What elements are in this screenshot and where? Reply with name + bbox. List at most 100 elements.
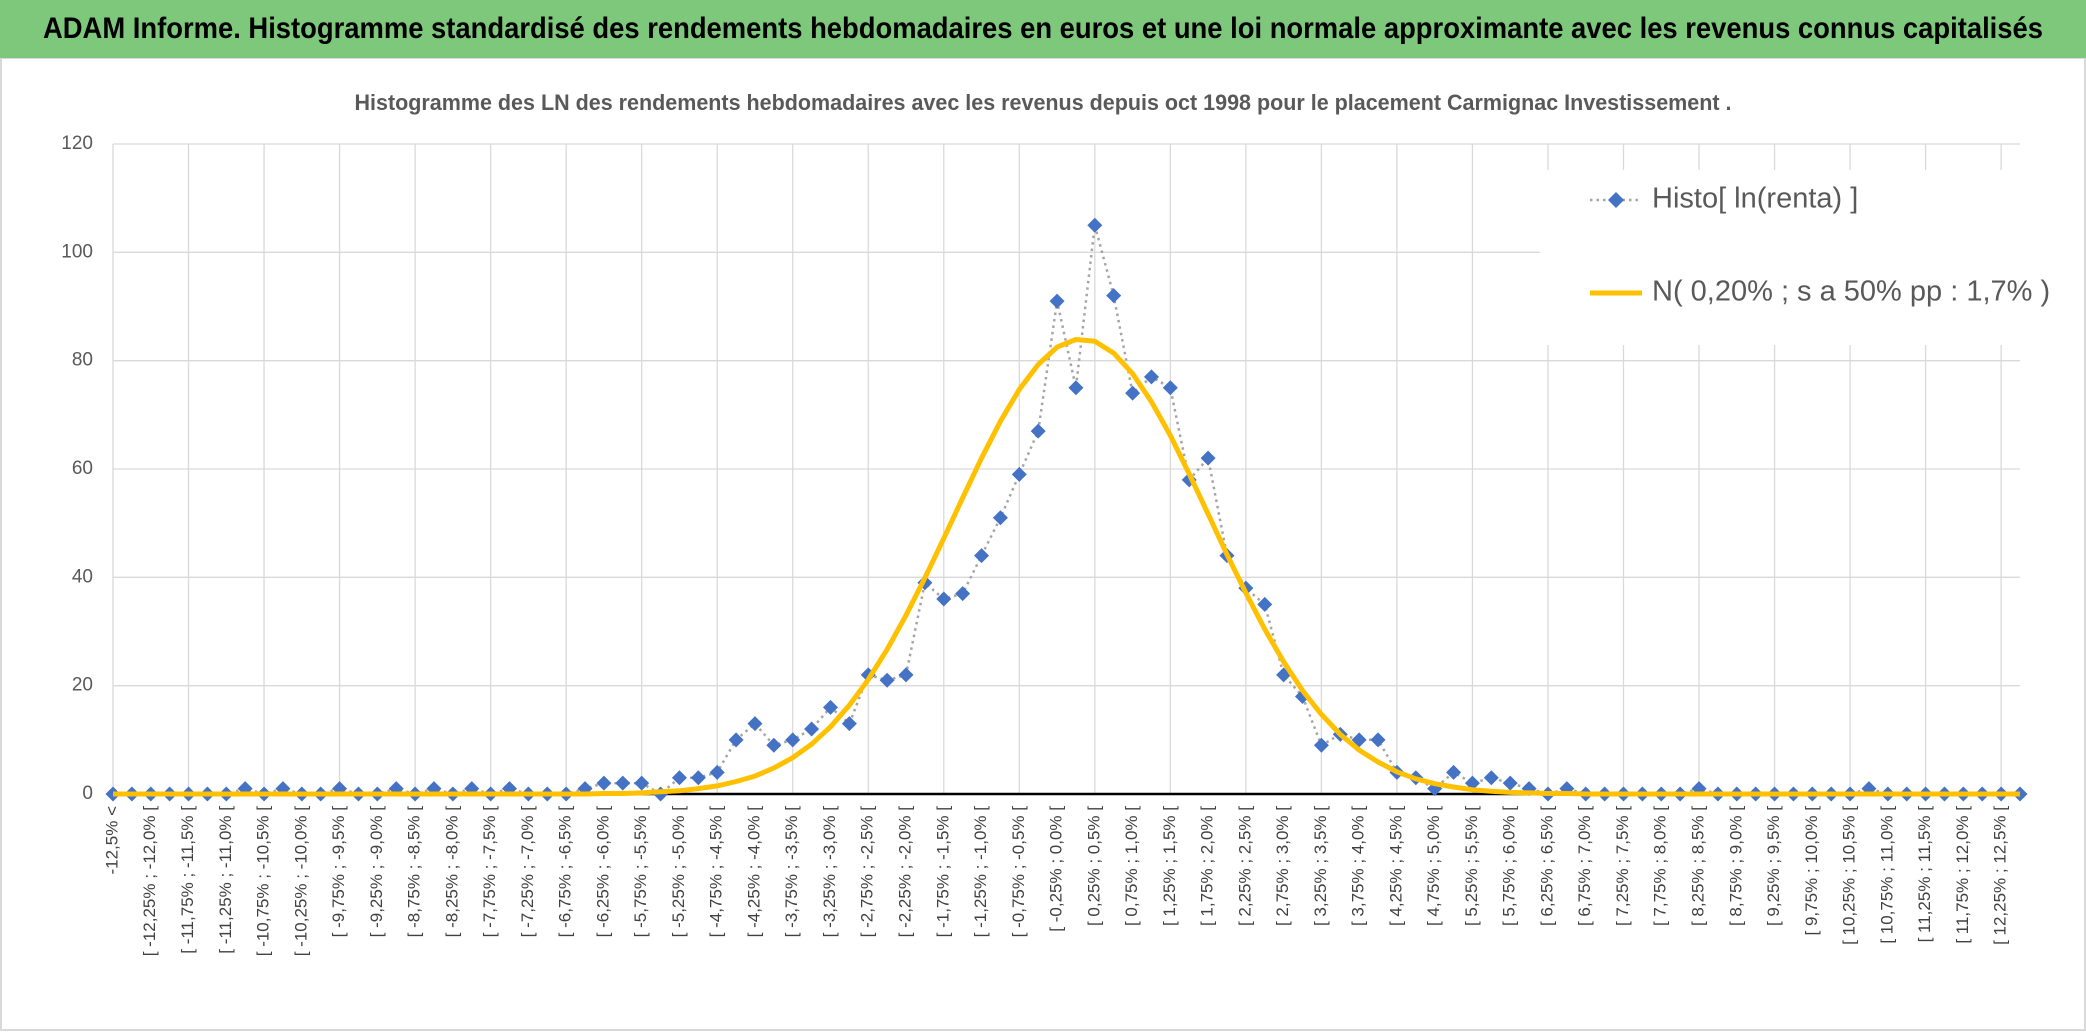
- data-point: [1313, 737, 1329, 753]
- data-point: [690, 770, 706, 786]
- x-tick-label: [ 6,25% ; 6,5% [: [1537, 806, 1556, 926]
- x-tick-label: [ 3,25% ; 3,5% [: [1311, 806, 1330, 926]
- x-tick-label: [ -9,75% ; -9,5% [: [329, 806, 348, 938]
- x-tick-label: [ 6,75% ; 7,0% [: [1575, 806, 1594, 926]
- legend-label: N( 0,20% ; s a 50% pp : 1,7% ): [1652, 276, 2050, 308]
- x-tick-label: [ -2,25% ; -2,0% [: [895, 806, 914, 938]
- data-point: [992, 510, 1008, 526]
- x-tick-label: [ -2,75% ; -2,5% [: [858, 806, 877, 938]
- x-tick-label: [ -12,25% ; -12,0% [: [140, 806, 159, 957]
- data-point: [1011, 466, 1027, 482]
- data-point: [1106, 288, 1122, 304]
- x-tick-label: [ 10,75% ; 11,0% [: [1877, 806, 1896, 944]
- data-point: [1257, 596, 1273, 612]
- data-point: [1087, 217, 1103, 233]
- x-tick-label: [ -5,25% ; -5,0% [: [669, 806, 688, 938]
- legend-marker: [1608, 192, 1624, 208]
- title-bar: [0, 0, 2086, 58]
- data-point: [766, 737, 782, 753]
- data-point: [841, 716, 857, 732]
- y-tick-label: 0: [82, 783, 93, 804]
- y-tick-label: 80: [72, 350, 93, 371]
- data-point: [596, 775, 612, 791]
- x-tick-label: [ -7,25% ; -7,0% [: [518, 806, 537, 938]
- x-tick-label: [ -9,25% ; -9,0% [: [367, 806, 386, 938]
- data-point: [822, 699, 838, 715]
- data-point: [1351, 732, 1367, 748]
- data-point: [728, 732, 744, 748]
- x-tick-label: -12,5% <: [102, 806, 121, 875]
- chart-title: Histogramme des LN des rendements hebdom…: [355, 90, 1732, 115]
- x-tick-label: [ -10,75% ; -10,5% [: [254, 806, 273, 957]
- y-tick-label: 120: [61, 133, 93, 154]
- x-tick-label: [ -5,75% ; -5,5% [: [631, 806, 650, 938]
- y-tick-label: 40: [72, 566, 93, 587]
- y-tick-label: 100: [61, 241, 93, 262]
- x-tick-label: [ 8,25% ; 8,5% [: [1689, 806, 1708, 926]
- x-tick-label: [ -6,25% ; -6,0% [: [593, 806, 612, 938]
- x-tick-label: [ -8,25% ; -8,0% [: [442, 806, 461, 938]
- data-point: [634, 775, 650, 791]
- x-tick-label: [ -3,25% ; -3,0% [: [820, 806, 839, 938]
- x-tick-label: [ 0,75% ; 1,0% [: [1122, 806, 1141, 926]
- x-tick-label: [ 1,75% ; 2,0% [: [1198, 806, 1217, 926]
- x-tick-label: [ 5,75% ; 6,0% [: [1500, 806, 1519, 926]
- data-point: [1200, 450, 1216, 466]
- data-point: [747, 716, 763, 732]
- x-tick-label: [ -1,25% ; -1,0% [: [971, 806, 990, 938]
- x-tick-label: [ -11,75% ; -11,5% [: [178, 806, 197, 954]
- x-tick-label: [ 9,25% ; 9,5% [: [1764, 806, 1783, 926]
- x-tick-label: [ -10,25% ; -10,0% [: [291, 806, 310, 957]
- data-point: [785, 732, 801, 748]
- y-tick-label: 60: [72, 458, 93, 479]
- data-point: [804, 721, 820, 737]
- data-point: [1502, 775, 1518, 791]
- x-tick-label: [ -8,75% ; -8,5% [: [405, 806, 424, 938]
- data-point: [898, 667, 914, 683]
- x-tick-label: [ -1,75% ; -1,5% [: [933, 806, 952, 938]
- page-title: ADAM Informe. Histogramme standardisé de…: [43, 12, 2043, 45]
- data-point: [1068, 380, 1084, 396]
- x-tick-label: [ 7,25% ; 7,5% [: [1613, 806, 1632, 926]
- data-point: [936, 591, 952, 607]
- data-point: [1370, 732, 1386, 748]
- data-point: [671, 770, 687, 786]
- x-tick-label: [ 5,25% ; 5,5% [: [1462, 806, 1481, 926]
- x-tick-label: [ 1,25% ; 1,5% [: [1160, 806, 1179, 926]
- data-point: [1030, 423, 1046, 439]
- data-point: [879, 672, 895, 688]
- data-point: [955, 586, 971, 602]
- x-tick-label: [ 11,25% ; 11,5% [: [1915, 806, 1934, 943]
- x-tick-label: [ 4,75% ; 5,0% [: [1424, 806, 1443, 926]
- y-tick-label: 20: [72, 675, 93, 696]
- x-tick-label: [ -0,75% ; -0,5% [: [1009, 806, 1028, 938]
- x-tick-label: [ 12,25% ; 12,5% [: [1991, 806, 2010, 945]
- x-tick-label: [ 10,25% ; 10,5% [: [1840, 806, 1859, 945]
- data-point: [1446, 764, 1462, 780]
- x-tick-label: [ 0,25% ; 0,5% [: [1084, 806, 1103, 926]
- x-tick-label: [ 8,75% ; 9,0% [: [1726, 806, 1745, 926]
- x-tick-label: [ -0,25% ; 0,0% [: [1047, 806, 1066, 932]
- data-point: [1162, 380, 1178, 396]
- data-point: [615, 775, 631, 791]
- data-point: [1125, 385, 1141, 401]
- data-point: [974, 548, 990, 564]
- x-tick-label: [ -4,25% ; -4,0% [: [744, 806, 763, 938]
- x-tick-label: [ 9,75% ; 10,0% [: [1802, 806, 1821, 936]
- x-tick-label: [ -6,75% ; -6,5% [: [556, 806, 575, 938]
- legend-label: Histo[ ln(renta) ]: [1652, 183, 1858, 215]
- x-tick-label: [ 3,75% ; 4,0% [: [1349, 806, 1368, 926]
- x-tick-label: [ -11,25% ; -11,0% [: [216, 806, 235, 954]
- series-line: [113, 337, 2020, 797]
- data-point: [1143, 369, 1159, 385]
- x-tick-label: [ -4,75% ; -4,5% [: [707, 806, 726, 938]
- x-tick-label: [ 11,75% ; 12,0% [: [1953, 806, 1972, 944]
- data-point: [1483, 770, 1499, 786]
- data-point: [709, 764, 725, 780]
- x-tick-label: [ 4,25% ; 4,5% [: [1386, 806, 1405, 926]
- x-tick-label: [ -7,75% ; -7,5% [: [480, 806, 499, 938]
- x-tick-label: [ 7,75% ; 8,0% [: [1651, 806, 1670, 926]
- x-tick-label: [ 2,25% ; 2,5% [: [1235, 806, 1254, 926]
- data-point: [1049, 293, 1065, 309]
